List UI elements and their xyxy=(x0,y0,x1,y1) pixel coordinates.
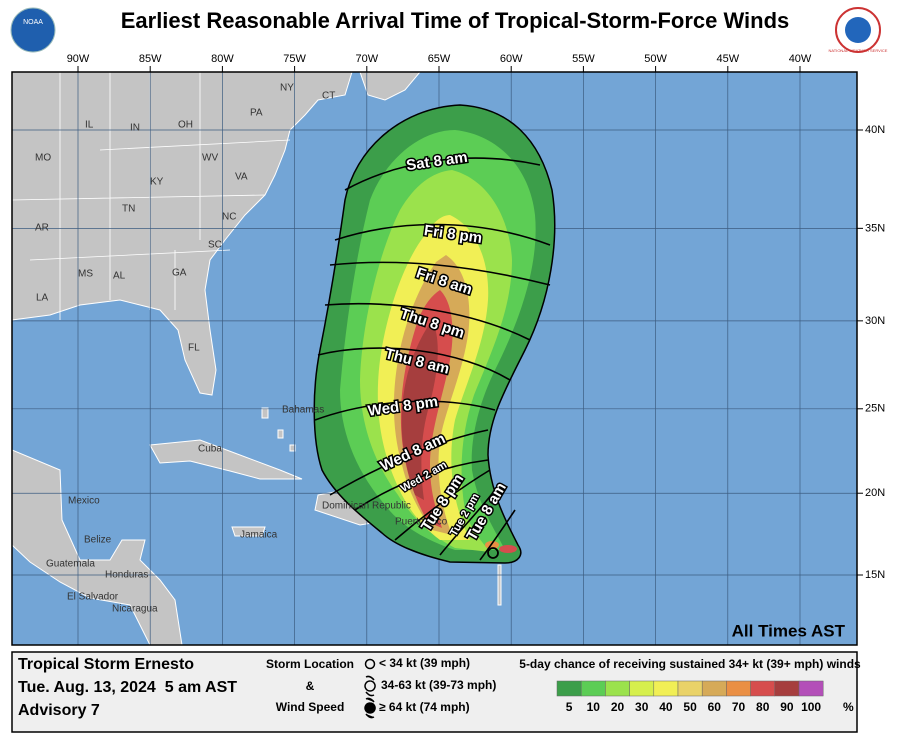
place-label: Mexico xyxy=(68,496,100,507)
scale-bin xyxy=(798,680,824,697)
scale-label: 80 xyxy=(756,700,770,714)
scale-label: 10 xyxy=(587,700,601,714)
scale-bin xyxy=(605,680,630,697)
scale-bin xyxy=(701,680,727,697)
lon-label: 60W xyxy=(500,53,523,65)
map-frame xyxy=(11,71,858,646)
lat-label: 20N xyxy=(865,487,885,499)
scale-label: 90 xyxy=(780,700,794,714)
place-label: OH xyxy=(178,120,193,131)
logo-text: NOAA xyxy=(23,19,43,26)
legend-title: Storm Location xyxy=(266,657,354,671)
noaa-logo xyxy=(10,7,56,53)
place-label: Cuba xyxy=(198,444,222,455)
probability-cone xyxy=(313,104,556,564)
place-label: MS xyxy=(78,269,93,280)
scale-label: 60 xyxy=(708,700,722,714)
place-label: NY xyxy=(280,83,294,94)
lon-label: 80W xyxy=(211,53,234,65)
title: Earliest Reasonable Arrival Time of Trop… xyxy=(121,8,790,33)
place-label: Jamaica xyxy=(240,530,278,541)
place-label: WV xyxy=(202,153,218,164)
legend-title: & xyxy=(306,679,315,693)
lon-label: 40W xyxy=(789,53,812,65)
symbol-label: ≥ 64 kt (74 mph) xyxy=(379,700,470,714)
color-scale: 5 10 20 30 40 50 60 70 80 90 100 xyxy=(556,680,824,714)
contour-lines xyxy=(314,157,551,561)
symbol-hu xyxy=(364,697,376,719)
lon-label: 90W xyxy=(67,53,90,65)
nws-logo-inner xyxy=(845,17,871,43)
scale-label: 70 xyxy=(732,700,746,714)
lat-label: 15N xyxy=(865,569,885,581)
lon-label: 55W xyxy=(572,53,595,65)
scale-label: 5 xyxy=(566,700,573,714)
axis-labels: 90W 85W 80W 75W 70W 65W 60W 55W 50W 45W 40W 40N 35N 3… xyxy=(67,53,886,581)
place-label: Honduras xyxy=(105,570,148,581)
time-note: All Times AST xyxy=(732,621,846,640)
advisory-number: Advisory 7 xyxy=(18,702,100,719)
place-label: FL xyxy=(188,343,200,354)
symbol-label: < 34 kt (39 mph) xyxy=(379,656,470,670)
scale-label: 100 xyxy=(801,700,821,714)
lat-label: 40N xyxy=(865,124,885,136)
place-label: SC xyxy=(208,240,222,251)
place-label: AL xyxy=(113,271,126,282)
place-label: NC xyxy=(222,212,236,223)
scale-title: 5-day chance of receiving sustained 34+ … xyxy=(519,657,861,671)
scale-bin xyxy=(580,680,606,697)
place-label: PA xyxy=(250,108,263,119)
scale-bin xyxy=(750,680,776,697)
lat-label: 35N xyxy=(865,222,885,234)
graticule xyxy=(12,72,857,645)
scale-bin xyxy=(653,680,679,697)
scale-bin xyxy=(726,680,751,697)
logo-text: NATIONAL WEATHER SERVICE xyxy=(829,48,888,53)
storm-location xyxy=(487,547,499,559)
lon-label: 65W xyxy=(428,53,451,65)
place-label: IN xyxy=(130,123,140,134)
place-label: LA xyxy=(36,293,49,304)
place-label: MO xyxy=(35,153,51,164)
place-label: VA xyxy=(235,172,248,183)
lat-label: 30N xyxy=(865,315,885,327)
scale-label: 20 xyxy=(611,700,625,714)
symbol-ts xyxy=(364,675,376,697)
place-label: CT xyxy=(322,91,335,102)
lon-label: 70W xyxy=(355,53,378,65)
lon-label: 85W xyxy=(139,53,162,65)
scale-label: 40 xyxy=(659,700,673,714)
place-label: El Salvador xyxy=(67,592,119,603)
lon-label: 45W xyxy=(716,53,739,65)
place-label: Dominican Republic xyxy=(322,501,411,512)
scale-bin xyxy=(677,680,703,697)
scale-bin xyxy=(629,680,655,697)
place-labels: IL IN OH PA NY CT MO KY WV VA TN NC AR S… xyxy=(35,83,448,615)
place-label: Nicaragua xyxy=(112,604,158,615)
lon-label: 50W xyxy=(644,53,667,65)
place-label: GA xyxy=(172,268,187,279)
place-label: TN xyxy=(122,204,135,215)
scale-unit: % xyxy=(843,700,854,714)
place-label: Belize xyxy=(84,535,112,546)
scale-bin xyxy=(774,680,800,697)
place-label: KY xyxy=(150,177,164,188)
lat-label: 25N xyxy=(865,403,885,415)
symbol-label: 34-63 kt (39-73 mph) xyxy=(381,678,496,692)
scale-label: 50 xyxy=(683,700,697,714)
storm-name: Tropical Storm Ernesto xyxy=(18,656,194,673)
place-label: IL xyxy=(85,120,94,131)
place-label: AR xyxy=(35,223,49,234)
scale-label: 30 xyxy=(635,700,649,714)
place-label: Guatemala xyxy=(46,559,95,570)
place-label: Puerto Rico xyxy=(395,517,448,528)
advisory-date: Tue. Aug. 13, 2024 5 am AST xyxy=(18,679,237,696)
symbol-td xyxy=(364,658,376,670)
place-label: Bahamas xyxy=(282,405,324,416)
lon-label: 75W xyxy=(283,53,306,65)
map: IL IN OH PA NY CT MO KY WV VA TN NC AR S… xyxy=(12,72,857,645)
legend-title: Wind Speed xyxy=(276,700,345,714)
scale-bin xyxy=(556,680,582,697)
